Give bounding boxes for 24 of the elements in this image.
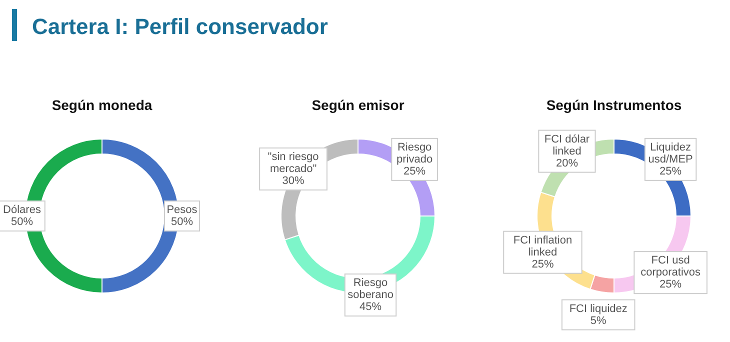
slice-label: FCI dólar linked: [544, 133, 590, 158]
slice-label: "sin riesgo mercado": [268, 150, 319, 175]
data-label: 25%: [532, 258, 554, 270]
chart-title: Según moneda: [52, 97, 152, 113]
slice-label: Riesgo soberano: [348, 277, 394, 302]
slice-label: Dólares: [3, 204, 42, 216]
chart-title: Según emisor: [312, 97, 405, 113]
chart-title: Según Instrumentos: [546, 97, 682, 113]
data-label: 30%: [282, 174, 304, 187]
data-label: 20%: [556, 157, 578, 170]
slice-label: FCI inflation linked: [513, 234, 572, 258]
data-label: 25%: [404, 165, 426, 178]
slice-label: Liquidez usd/MEP: [648, 141, 693, 166]
data-label: 25%: [660, 278, 682, 291]
data-label: 5%: [590, 314, 607, 327]
text: Cartera I: Perfil conservador: [32, 14, 328, 39]
slice-label: Riesgo privado: [396, 141, 433, 166]
data-label: 50%: [10, 216, 34, 228]
data-label: 45%: [360, 301, 382, 314]
slice-label: Pesos: [166, 204, 198, 216]
slice-label: FCI liquidez: [569, 302, 628, 315]
data-label: 25%: [660, 165, 682, 178]
slice-label: FCI usd corporativos: [640, 254, 702, 279]
data-label: 50%: [170, 216, 194, 228]
